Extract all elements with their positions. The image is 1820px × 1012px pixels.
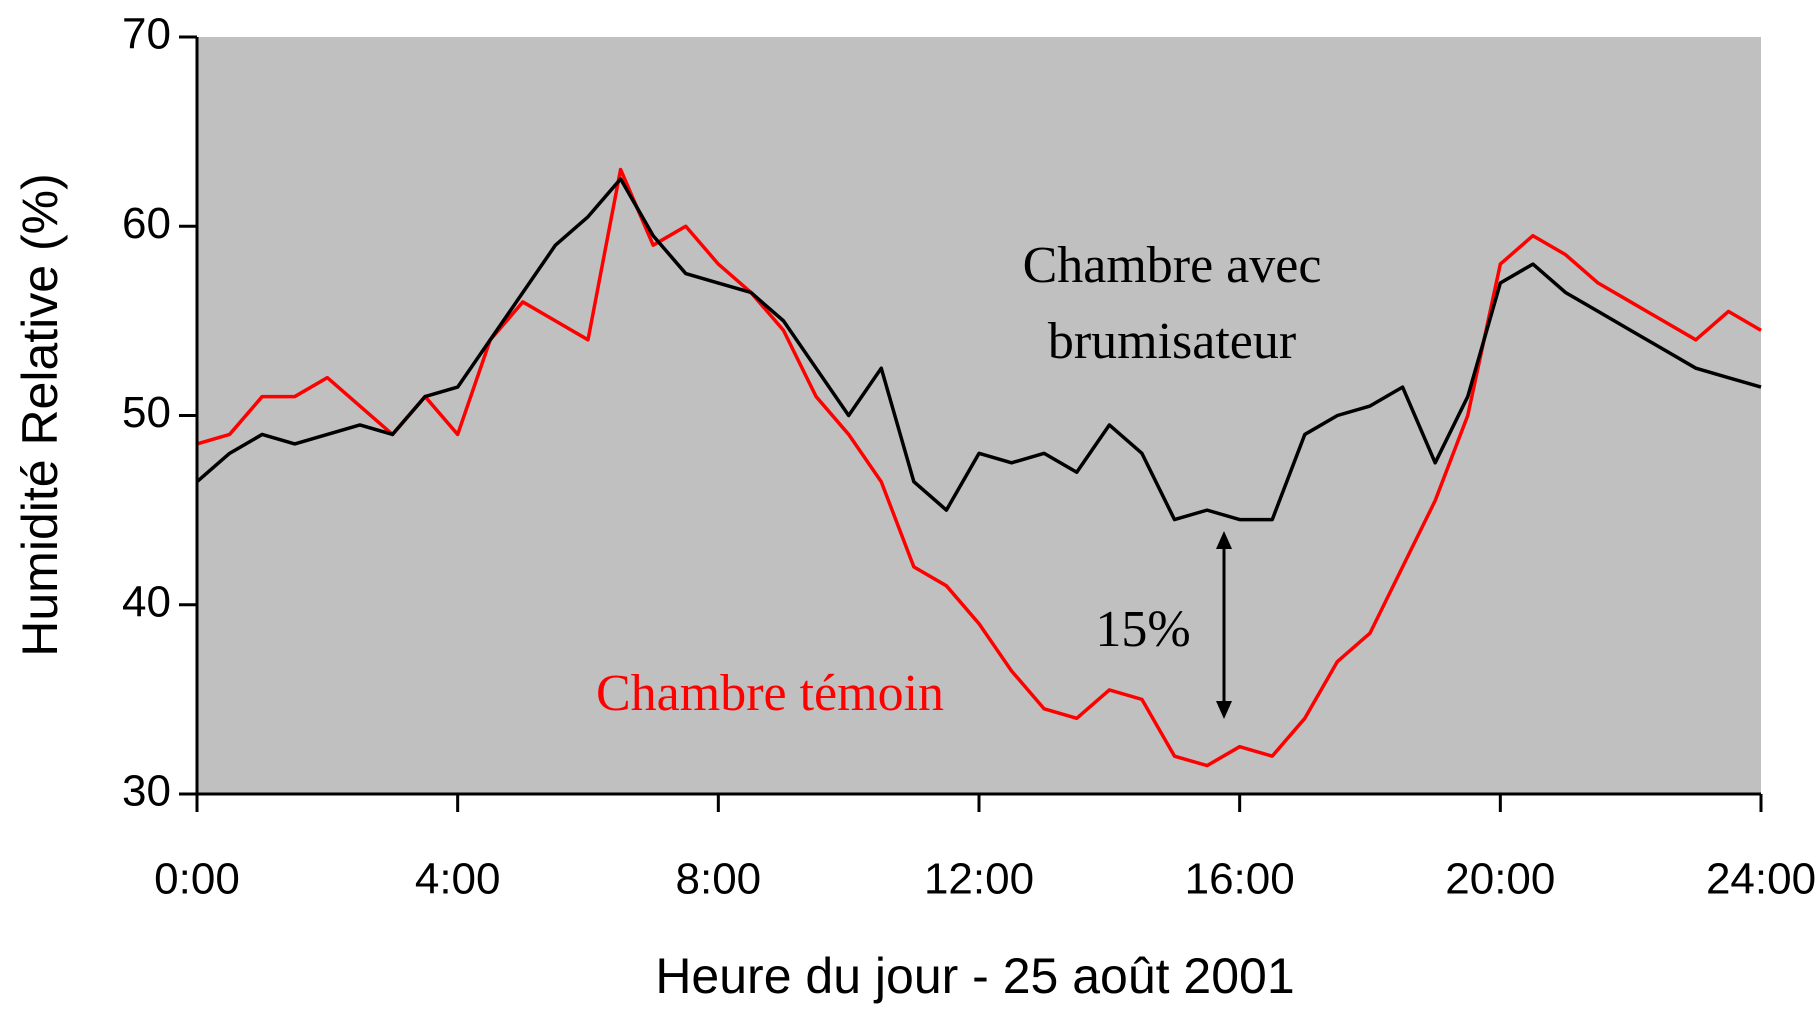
x-tick-label: 0:00 bbox=[154, 855, 240, 904]
y-tick-label: 60 bbox=[122, 199, 171, 248]
annotation: 15% bbox=[1095, 601, 1190, 658]
arrow-head bbox=[1216, 531, 1232, 549]
plot-area bbox=[197, 37, 1761, 794]
y-tick-label: 30 bbox=[122, 767, 171, 816]
series-label: Chambre avec brumisateur bbox=[1022, 237, 1322, 370]
y-tick-label: 50 bbox=[122, 388, 171, 437]
series-line bbox=[195, 177, 1762, 522]
series-line bbox=[196, 167, 1762, 768]
x-tick-label: 4:00 bbox=[415, 855, 501, 904]
series-label: Chambre témoin bbox=[596, 665, 944, 722]
x-tick-label: 12:00 bbox=[924, 855, 1034, 904]
x-tick-label: 16:00 bbox=[1185, 855, 1295, 904]
y-tick-label: 70 bbox=[122, 10, 171, 59]
arrow-head bbox=[1216, 701, 1232, 719]
y-tick-label: 40 bbox=[122, 577, 171, 626]
x-axis-title: Heure du jour - 25 août 2001 bbox=[655, 948, 1294, 1004]
y-axis-title: Humidité Relative (%) bbox=[12, 173, 68, 656]
x-tick-label: 8:00 bbox=[676, 855, 762, 904]
x-tick-label: 20:00 bbox=[1445, 855, 1555, 904]
x-tick-label: 24:00 bbox=[1706, 855, 1816, 904]
